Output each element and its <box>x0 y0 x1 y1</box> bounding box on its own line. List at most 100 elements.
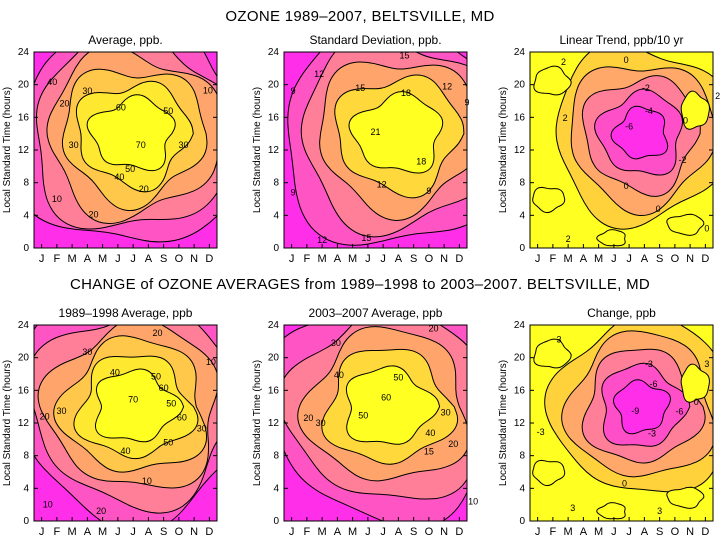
contour-label: 0 <box>683 116 688 126</box>
contour-label: -6 <box>675 407 683 417</box>
contour-label: 0 <box>622 478 627 488</box>
contour-label: 60 <box>177 412 187 422</box>
x-tick-label: O <box>425 526 434 538</box>
contour-label: 2 <box>566 234 571 244</box>
x-tick-label: J <box>115 253 121 265</box>
x-tick-label: J <box>289 253 295 265</box>
contour-label: 3 <box>556 335 561 345</box>
contour-label: 40 <box>120 446 130 456</box>
contour-label: 12 <box>442 81 452 91</box>
contour-label: 0 <box>704 223 709 233</box>
contour-label: 20 <box>96 506 106 516</box>
contour-label: 30 <box>82 347 92 357</box>
y-tick-label: 16 <box>514 385 526 396</box>
x-tick-label: S <box>410 526 417 538</box>
contour-patch <box>666 213 705 236</box>
y-tick-label: 20 <box>18 353 30 364</box>
chart-panel-3: Linear Trend, ppb/10 yr02-222-4-620-2002… <box>498 33 720 265</box>
contour-label: 10 <box>203 85 213 95</box>
contour-label: 10 <box>142 476 152 486</box>
x-tick-label: M <box>68 253 77 265</box>
x-tick-label: S <box>160 526 167 538</box>
y-tick-label: 4 <box>273 210 279 221</box>
x-tick-label: F <box>304 253 311 265</box>
y-tick-label: 12 <box>514 145 526 156</box>
x-tick-label: J <box>611 526 617 538</box>
contour-label: 40 <box>334 370 344 380</box>
x-tick-label: D <box>701 253 709 265</box>
y-tick-label: 20 <box>514 353 526 364</box>
contour-label: 20 <box>153 328 163 338</box>
contour-label: 50 <box>358 411 368 421</box>
contour-label: 2 <box>715 91 720 101</box>
contour-band <box>86 94 176 172</box>
y-tick-label: 0 <box>519 243 525 254</box>
y-tick-label: 8 <box>273 178 279 189</box>
contour-label: 0 <box>624 55 629 65</box>
contour-label: 50 <box>393 372 403 382</box>
panel-title: 2003–2007 Average, ppb <box>309 306 443 320</box>
contour-label: 60 <box>381 393 391 403</box>
y-axis-label: Local Standard Time (hours) <box>498 87 509 213</box>
x-tick-label: J <box>380 526 386 538</box>
contour-label: -4 <box>645 106 653 116</box>
y-tick-label: 16 <box>268 112 280 123</box>
contour-label: 20 <box>139 184 149 194</box>
x-tick-label: J <box>626 526 632 538</box>
x-tick-label: J <box>535 526 541 538</box>
y-tick-label: 8 <box>519 451 525 462</box>
x-tick-label: N <box>440 526 448 538</box>
x-tick-label: M <box>564 526 573 538</box>
y-tick-label: 4 <box>273 483 279 494</box>
y-tick-label: 16 <box>514 112 526 123</box>
figure-title-bottom: CHANGE of OZONE AVERAGES from 1989–1998 … <box>69 276 651 293</box>
y-tick-label: 0 <box>273 516 279 527</box>
y-tick-label: 0 <box>519 516 525 527</box>
x-tick-label: O <box>671 253 680 265</box>
contour-band <box>612 379 672 435</box>
y-axis-label: Local Standard Time (hours) <box>2 87 13 213</box>
contour-label: -6 <box>625 121 633 131</box>
contour-patch <box>533 65 572 96</box>
x-tick-label: F <box>304 526 311 538</box>
x-tick-label: F <box>54 253 61 265</box>
x-tick-label: J <box>115 526 121 538</box>
contour-label: 12 <box>317 235 327 245</box>
x-tick-label: M <box>348 253 357 265</box>
x-tick-label: M <box>594 253 603 265</box>
contour-label: 40 <box>110 367 120 377</box>
y-tick-label: 0 <box>23 243 29 254</box>
contour-label: 50 <box>151 371 161 381</box>
contour-label: 20 <box>40 411 50 421</box>
contour-label: 9 <box>426 186 431 196</box>
chart-panel-2: Standard Deviation, ppb. 15 12 15 18 12 9 9 21 18… <box>252 33 470 265</box>
contour-label: -3 <box>648 429 656 439</box>
x-tick-label: D <box>205 526 213 538</box>
contour-label: 3 <box>570 503 575 513</box>
contour-label: 60 <box>116 103 126 113</box>
contour-label: 21 <box>370 127 380 137</box>
x-tick-label: A <box>395 253 403 265</box>
contour-label: 20 <box>303 413 313 423</box>
x-tick-label: M <box>318 526 327 538</box>
contour-label: 20 <box>59 98 69 108</box>
contour-label: 15 <box>355 83 365 93</box>
contour-label: -9 <box>631 406 639 416</box>
contour-label: -2 <box>642 83 650 93</box>
x-tick-label: A <box>580 253 588 265</box>
x-tick-label: N <box>190 526 198 538</box>
x-tick-label: A <box>395 526 403 538</box>
contour-bands <box>287 52 467 246</box>
contour-patch <box>533 338 572 369</box>
contour-patch <box>666 486 705 509</box>
contour-label: 18 <box>416 156 426 166</box>
figure-title-top: OZONE 1989–2007, BELTSVILLE, MD <box>225 8 495 25</box>
x-tick-label: A <box>641 526 649 538</box>
x-tick-label: M <box>594 526 603 538</box>
y-tick-label: 8 <box>519 178 525 189</box>
x-tick-label: J <box>39 526 45 538</box>
x-tick-label: S <box>656 526 663 538</box>
y-tick-label: 8 <box>273 451 279 462</box>
y-tick-label: 24 <box>18 320 30 331</box>
